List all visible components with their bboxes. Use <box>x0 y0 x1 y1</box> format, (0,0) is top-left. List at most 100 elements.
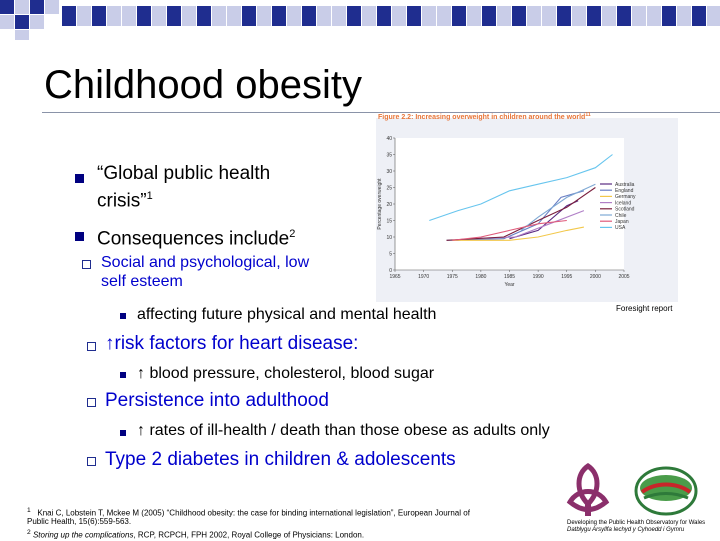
header-bar-cell <box>287 6 301 26</box>
sub-sub-bullet-marker <box>120 372 126 378</box>
header-bar-cell <box>332 6 346 26</box>
sub-bullet-heart-disease: ↑risk factors for heart disease: <box>105 333 359 354</box>
x-tick-label: 1975 <box>447 274 458 280</box>
bullet-global-crisis: “Global public health crisis”1 <box>97 163 271 212</box>
chart-title: Figure 2.2: Increasing overweight in chi… <box>378 112 591 121</box>
header-bar-cell <box>347 6 361 26</box>
sub-bullet-marker <box>87 342 96 351</box>
legend-label: USA <box>615 225 626 231</box>
sub-bullet-persistence: Persistence into adulthood <box>105 390 329 411</box>
header-bar-cell <box>542 6 556 26</box>
header-bar-cell <box>407 6 421 26</box>
item-ill-health-rates: ↑ rates of ill-health / death than those… <box>137 422 550 439</box>
header-bar-cell <box>587 6 601 26</box>
sub-bullet-marker <box>87 398 96 407</box>
legend-label: Scotland <box>615 207 635 213</box>
header-bar-cell <box>77 6 91 26</box>
logo-caption: Developing the Public Health Observatory… <box>567 520 706 533</box>
x-axis-label: Year <box>504 282 514 288</box>
y-tick-label: 15 <box>386 219 392 225</box>
sub-bullet-psychological: Social and psychological, low self esteem <box>101 254 310 290</box>
header-bar-cell <box>452 6 466 26</box>
header-bar-cell <box>692 6 706 26</box>
y-tick-label: 5 <box>389 252 392 258</box>
series-line-japan <box>452 219 567 241</box>
legend-label: Iceland <box>615 200 631 206</box>
item-future-health: affecting future physical and mental hea… <box>137 306 437 323</box>
bullet-consequences: Consequences include2 <box>97 228 296 250</box>
header-bar-cell <box>122 6 136 26</box>
header-bar-cell <box>602 6 616 26</box>
header-bar-cell <box>62 6 76 26</box>
footnote-1-cont: Public Health, 15(6):559-563. <box>27 517 132 526</box>
header-bar-cell <box>182 6 196 26</box>
y-tick-label: 35 <box>386 153 392 159</box>
header-bar-cell <box>617 6 631 26</box>
header-bar-cell <box>527 6 541 26</box>
header-bar-cell <box>257 6 271 26</box>
footnote-2: 2 Storing up the complications, RCP, RCP… <box>27 529 365 540</box>
sub-sub-bullet-marker <box>120 313 126 319</box>
y-axis-label: Percentage overweight <box>377 178 383 230</box>
y-tick-label: 40 <box>386 136 392 142</box>
header-bar-cell <box>677 6 691 26</box>
header-bar-cell <box>662 6 676 26</box>
x-tick-label: 1970 <box>418 274 429 280</box>
header-bar-cell <box>497 6 511 26</box>
bullet-marker <box>75 232 84 241</box>
header-bar-cell <box>152 6 166 26</box>
legend-label: Germany <box>615 194 636 200</box>
header-bar-cell <box>317 6 331 26</box>
header-bar-cell <box>197 6 211 26</box>
sub-bullet-marker <box>82 260 91 269</box>
header-bar-cell <box>302 6 316 26</box>
y-tick-label: 0 <box>389 268 392 274</box>
observatory-logo <box>634 466 698 516</box>
plot-area <box>395 138 624 270</box>
series-line-usa <box>429 154 613 222</box>
series-line-germany <box>452 226 585 241</box>
overweight-chart: Figure 2.2: Increasing overweight in chi… <box>376 112 678 302</box>
bullet-marker <box>75 174 84 183</box>
x-tick-label: 1995 <box>561 274 572 280</box>
header-bar-cell <box>392 6 406 26</box>
x-tick-label: 2000 <box>590 274 601 280</box>
sub-bullet-marker <box>87 457 96 466</box>
sub-bullet-diabetes: Type 2 diabetes in children & adolescent… <box>105 449 456 470</box>
header-bar-cell <box>437 6 451 26</box>
x-tick-label: 2005 <box>618 274 629 280</box>
legend-label: Australia <box>615 182 635 188</box>
header-bar-cell <box>227 6 241 26</box>
header-bar-cell <box>707 6 720 26</box>
sub-sub-bullet-marker <box>120 430 126 436</box>
series-line-scotland <box>446 187 596 241</box>
title-divider <box>42 112 720 113</box>
item-blood-pressure: ↑ blood pressure, cholesterol, blood sug… <box>137 365 435 382</box>
header-bar-cell <box>647 6 661 26</box>
legend-label: Japan <box>615 219 629 225</box>
header-bar-cell <box>572 6 586 26</box>
legend-label: England <box>615 188 634 194</box>
series-line-chile <box>520 183 596 231</box>
y-tick-label: 30 <box>386 169 392 175</box>
decorative-header-bar <box>62 6 720 26</box>
x-tick-label: 1985 <box>504 274 515 280</box>
header-bar-cell <box>467 6 481 26</box>
footnote-1: 1 Knai C, Lobstein T, Mckee M (2005) “Ch… <box>27 507 470 518</box>
x-tick-label: 1990 <box>533 274 544 280</box>
celtic-knot-logo <box>566 462 610 516</box>
x-tick-label: 1965 <box>389 274 400 280</box>
header-bar-cell <box>212 6 226 26</box>
header-bar-cell <box>107 6 121 26</box>
header-bar-cell <box>137 6 151 26</box>
slide-title: Childhood obesity <box>44 63 362 107</box>
chart-source-caption: Foresight report <box>616 304 673 313</box>
header-bar-cell <box>377 6 391 26</box>
header-bar-cell <box>557 6 571 26</box>
header-bar-cell <box>242 6 256 26</box>
decorative-squares <box>0 0 59 40</box>
header-bar-cell <box>362 6 376 26</box>
header-bar-cell <box>92 6 106 26</box>
header-bar-cell <box>272 6 286 26</box>
y-tick-label: 20 <box>386 202 392 208</box>
